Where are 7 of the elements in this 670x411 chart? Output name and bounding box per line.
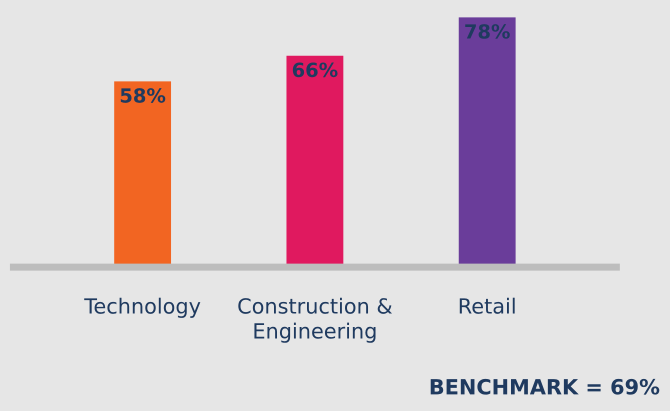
data-label: 78% [465,24,510,39]
text: BENCHMARK = 69% [430,378,660,395]
data-label: 58% [120,88,166,103]
x-tick-label: Construction & Engineering [238,298,392,343]
x-tick-label: Technology [84,298,200,318]
data-label: 66% [292,62,338,78]
x-tick-label: Retail [460,298,515,314]
